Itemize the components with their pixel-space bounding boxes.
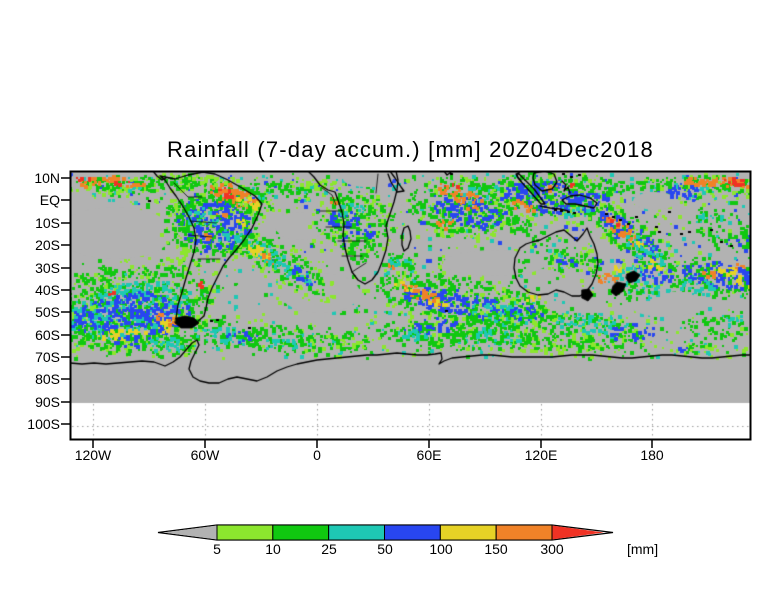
- colorbar-tick-label: 100: [429, 541, 453, 557]
- lon-tick-label: 60W: [190, 447, 220, 463]
- lat-tick-label: 90S: [35, 394, 60, 410]
- lon-tick-label: 60E: [416, 447, 442, 463]
- plot-title: Rainfall (7-day accum.) [mm] 20Z04Dec201…: [167, 137, 654, 162]
- lon-tick-label: 120W: [74, 447, 112, 463]
- colorbar-tick-label: 25: [321, 541, 337, 557]
- lat-tick-label: 40S: [35, 282, 60, 298]
- lat-tick-label: 80S: [35, 371, 60, 387]
- colorbar-tick-label: 50: [377, 541, 393, 557]
- colorbar-tick-label: 5: [213, 541, 221, 557]
- colorbar-tick-label: 10: [265, 541, 281, 557]
- colorbar: [157, 524, 614, 541]
- lat-tick-label: 30S: [35, 260, 60, 276]
- lat-tick-label: EQ: [39, 192, 60, 208]
- lat-tick-label: 10S: [35, 215, 60, 231]
- lon-tick-label: 120E: [524, 447, 558, 463]
- lon-ticks: [92, 440, 653, 448]
- lon-tick-label: 0: [313, 447, 321, 463]
- lat-tick-label: 70S: [35, 349, 60, 365]
- colorbar-unit-label: [mm]: [627, 541, 659, 557]
- lat-ticks: [61, 177, 70, 425]
- lon-tick-label: 180: [640, 447, 664, 463]
- lat-tick-label: 50S: [35, 304, 60, 320]
- lat-tick-label: 10N: [34, 170, 60, 186]
- lat-tick-label: 100S: [27, 416, 60, 432]
- colorbar-tick-label: 300: [540, 541, 564, 557]
- lat-tick-label: 20S: [35, 237, 60, 253]
- lat-tick-label: 60S: [35, 327, 60, 343]
- rainfall-map-canvas: [70, 171, 751, 440]
- colorbar-tick-label: 150: [484, 541, 508, 557]
